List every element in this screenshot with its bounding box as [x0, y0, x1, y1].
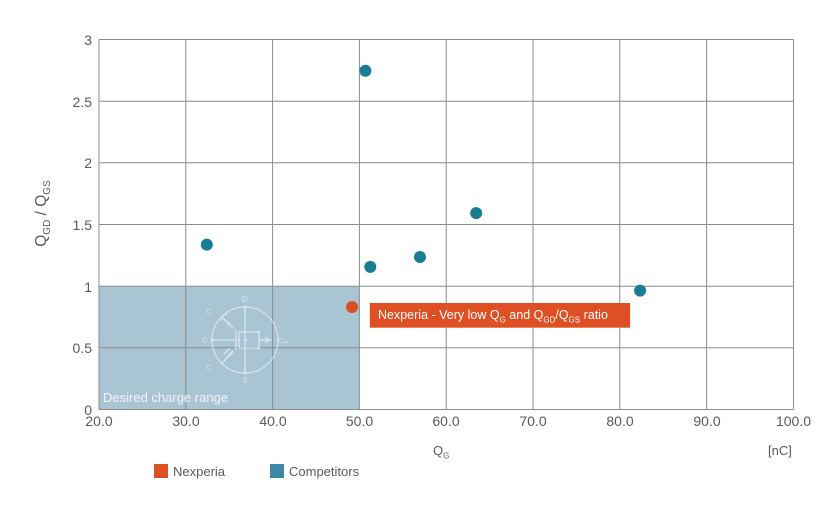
- svg-text:C: C: [206, 309, 211, 316]
- svg-text:Cₑₛ: Cₑₛ: [278, 338, 289, 345]
- svg-text:G: G: [202, 336, 208, 345]
- svg-text:C: C: [206, 365, 211, 372]
- svg-text:D: D: [242, 295, 248, 304]
- svg-text:S: S: [242, 376, 247, 385]
